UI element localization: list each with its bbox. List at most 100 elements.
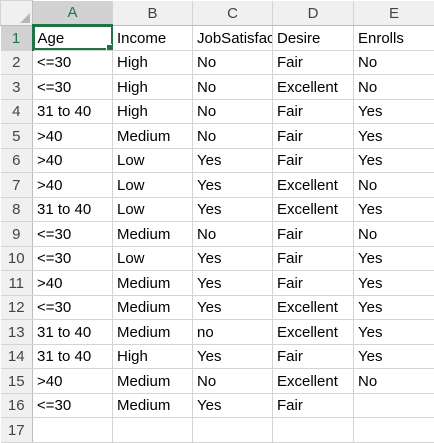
row-header[interactable]: 2: [0, 49, 33, 76]
cell[interactable]: Yes: [192, 270, 273, 296]
cell[interactable]: High: [112, 74, 193, 100]
row-header[interactable]: 5: [0, 123, 33, 149]
cell[interactable]: <=30: [32, 245, 113, 272]
row-header[interactable]: 9: [0, 221, 33, 247]
cell[interactable]: Excellent: [272, 319, 354, 345]
cell[interactable]: JobSatisfaction: [192, 24, 273, 51]
row-header[interactable]: 3: [0, 74, 33, 100]
cell[interactable]: No: [192, 221, 273, 247]
cell[interactable]: Yes: [353, 270, 434, 296]
fill-handle[interactable]: [106, 43, 112, 50]
cell[interactable]: Yes: [353, 294, 434, 321]
cell[interactable]: <=30: [32, 392, 113, 419]
row-header[interactable]: 11: [0, 270, 33, 296]
cell[interactable]: No: [353, 221, 434, 247]
cell[interactable]: Income: [112, 24, 193, 51]
row-header[interactable]: 7: [0, 172, 33, 198]
cell[interactable]: High: [112, 343, 193, 370]
column-header-c[interactable]: C: [192, 0, 273, 26]
cell[interactable]: Yes: [353, 123, 434, 149]
row-header[interactable]: 14: [0, 343, 33, 370]
cell[interactable]: Yes: [192, 343, 273, 370]
column-header-a[interactable]: A: [32, 0, 113, 26]
cell[interactable]: Excellent: [272, 368, 354, 394]
cell[interactable]: Medium: [112, 221, 193, 247]
cell[interactable]: Fair: [272, 123, 354, 149]
cell[interactable]: <=30: [32, 294, 113, 321]
cell[interactable]: Yes: [353, 147, 434, 174]
row-header[interactable]: 10: [0, 245, 33, 272]
cell[interactable]: Fair: [272, 98, 354, 125]
row-header[interactable]: 17: [0, 417, 33, 443]
column-header-d[interactable]: D: [272, 0, 354, 26]
cell[interactable]: >40: [32, 123, 113, 149]
cell[interactable]: No: [192, 74, 273, 100]
cell[interactable]: Low: [112, 172, 193, 198]
cell[interactable]: Fair: [272, 49, 354, 76]
cell[interactable]: >40: [32, 172, 113, 198]
cell[interactable]: Medium: [112, 368, 193, 394]
cell[interactable]: 31 to 40: [32, 319, 113, 345]
cell[interactable]: Yes: [192, 196, 273, 223]
row-header[interactable]: 16: [0, 392, 33, 419]
cell[interactable]: No: [192, 123, 273, 149]
row-header[interactable]: 15: [0, 368, 33, 394]
cell[interactable]: no: [192, 319, 273, 345]
cell[interactable]: >40: [32, 368, 113, 394]
cell[interactable]: Excellent: [272, 172, 354, 198]
cell[interactable]: [112, 417, 193, 443]
cell[interactable]: Fair: [272, 270, 354, 296]
cell[interactable]: Fair: [272, 245, 354, 272]
row-header[interactable]: 8: [0, 196, 33, 223]
cell[interactable]: [353, 392, 434, 419]
cell[interactable]: <=30: [32, 49, 113, 76]
cell[interactable]: Excellent: [272, 196, 354, 223]
select-all-button[interactable]: [0, 0, 33, 26]
cell[interactable]: Medium: [112, 294, 193, 321]
cell[interactable]: Excellent: [272, 294, 354, 321]
cell[interactable]: >40: [32, 270, 113, 296]
cell[interactable]: [353, 417, 434, 443]
cell[interactable]: Yes: [353, 98, 434, 125]
cell[interactable]: [32, 417, 113, 443]
cell[interactable]: Fair: [272, 147, 354, 174]
cell[interactable]: [272, 417, 354, 443]
row-header[interactable]: 12: [0, 294, 33, 321]
row-header[interactable]: 1: [0, 24, 34, 51]
row-header[interactable]: 6: [0, 147, 33, 174]
cell[interactable]: Low: [112, 245, 193, 272]
cell[interactable]: Age: [32, 24, 113, 51]
cell[interactable]: 31 to 40: [32, 343, 113, 370]
cell[interactable]: Medium: [112, 270, 193, 296]
cell[interactable]: Yes: [353, 196, 434, 223]
cell[interactable]: No: [353, 49, 434, 76]
cell[interactable]: <=30: [32, 221, 113, 247]
cell[interactable]: Excellent: [272, 74, 354, 100]
cell[interactable]: No: [353, 172, 434, 198]
row-header[interactable]: 4: [0, 98, 33, 125]
cell[interactable]: Yes: [192, 147, 273, 174]
cell[interactable]: Fair: [272, 221, 354, 247]
cell[interactable]: High: [112, 49, 193, 76]
cell[interactable]: Yes: [353, 343, 434, 370]
cell[interactable]: Desire: [272, 24, 354, 51]
cell[interactable]: Yes: [192, 392, 273, 419]
cell[interactable]: [192, 417, 273, 443]
cell[interactable]: Low: [112, 196, 193, 223]
cell[interactable]: No: [353, 74, 434, 100]
cell[interactable]: Yes: [192, 172, 273, 198]
cell[interactable]: Medium: [112, 392, 193, 419]
cell[interactable]: No: [192, 368, 273, 394]
cell[interactable]: Low: [112, 147, 193, 174]
cell[interactable]: No: [353, 368, 434, 394]
column-header-e[interactable]: E: [353, 0, 434, 26]
cell[interactable]: 31 to 40: [32, 98, 113, 125]
cell[interactable]: No: [192, 49, 273, 76]
cell[interactable]: Enrolls: [353, 24, 434, 51]
cell[interactable]: <=30: [32, 74, 113, 100]
cell[interactable]: Fair: [272, 392, 354, 419]
column-header-b[interactable]: B: [112, 0, 193, 26]
cell[interactable]: Yes: [353, 319, 434, 345]
cell[interactable]: Medium: [112, 319, 193, 345]
cell[interactable]: No: [192, 98, 273, 125]
